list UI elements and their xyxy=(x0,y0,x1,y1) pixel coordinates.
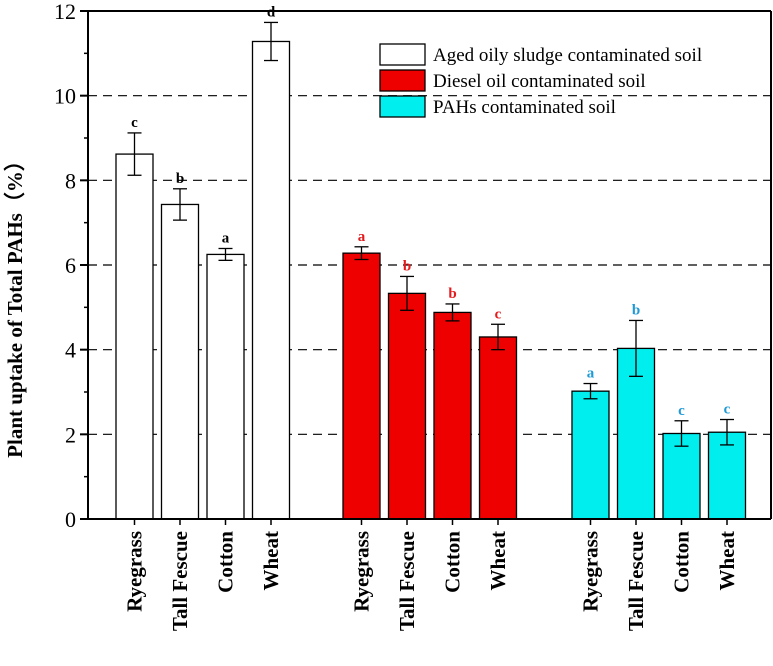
bar xyxy=(160,203,200,520)
significance-label: b xyxy=(632,302,640,318)
bar xyxy=(433,311,472,520)
significance-label: d xyxy=(267,4,276,20)
bar xyxy=(342,252,381,520)
category-label: Ryegrass xyxy=(123,531,147,612)
axes: 0 2 4 6 8 10 12 Ryegrass Tall Fescue Cotton Wheat R… xyxy=(54,0,772,631)
category-label: Wheat xyxy=(715,531,739,591)
significance-label: c xyxy=(678,403,685,419)
category-label: Tall Fescue xyxy=(168,531,192,631)
significance-label: b xyxy=(176,171,184,187)
significance-label: b xyxy=(403,258,411,274)
bar xyxy=(251,40,291,520)
legend-swatch xyxy=(379,69,426,92)
category-label: Cotton xyxy=(441,531,465,593)
category-label: Tall Fescue xyxy=(624,531,648,631)
significance-label: a xyxy=(358,229,366,245)
significance-label: c xyxy=(131,115,138,131)
category-label: Ryegrass xyxy=(579,531,603,612)
category-label: Tall Fescue xyxy=(395,531,419,631)
category-label: Wheat xyxy=(259,531,283,591)
legend-label: Aged oily sludge contaminated soil xyxy=(433,45,702,66)
bars: c b a d a b b c a b c c xyxy=(115,4,747,520)
legend-label: Diesel oil contaminated soil xyxy=(433,71,646,92)
legend-swatch xyxy=(379,43,426,66)
significance-label: c xyxy=(495,306,502,322)
legend: Aged oily sludge contaminated soil Diesel… xyxy=(379,43,702,118)
y-tick-label: 2 xyxy=(65,422,76,447)
bar xyxy=(707,431,747,520)
y-axis-label: Plant uptake of Total PAHs（%） xyxy=(3,150,27,458)
significance-label: a xyxy=(222,230,230,246)
bar xyxy=(206,253,245,520)
y-tick-label: 6 xyxy=(65,253,76,278)
y-tick-label: 12 xyxy=(54,0,76,24)
category-label: Wheat xyxy=(486,531,510,591)
bar xyxy=(662,432,701,520)
significance-label: a xyxy=(587,366,595,382)
y-tick-label: 10 xyxy=(54,84,76,109)
bar xyxy=(387,292,427,520)
bar xyxy=(478,336,518,520)
bar xyxy=(115,153,154,520)
legend-label: PAHs contaminated soil xyxy=(433,97,616,118)
significance-label: b xyxy=(448,286,456,302)
y-tick-label: 8 xyxy=(65,168,76,193)
category-label: Cotton xyxy=(670,531,694,593)
bar xyxy=(571,390,610,520)
y-tick-label: 4 xyxy=(65,338,76,363)
y-tick-label: 0 xyxy=(65,507,76,532)
legend-swatch xyxy=(379,95,426,118)
category-label: Ryegrass xyxy=(350,531,374,612)
gridlines xyxy=(88,95,771,435)
significance-label: c xyxy=(724,402,731,418)
category-label: Cotton xyxy=(214,531,238,593)
